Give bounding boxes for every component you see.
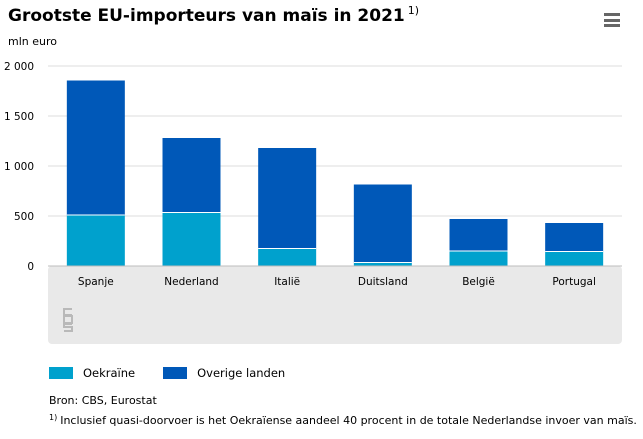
bar-overige-landen-4 [449, 219, 508, 251]
footnote: 1) Inclusief quasi-doorvoer is het Oekraï… [49, 413, 637, 427]
bar-overige-landen-0 [66, 80, 125, 215]
bar-oekraine-1 [162, 212, 221, 266]
y-unit-label: mln euro [8, 35, 57, 48]
y-tick-label: 1 500 [4, 111, 34, 123]
legend-item-overige-landen[interactable]: Overige landen [163, 366, 285, 380]
legend-swatch-overige-landen [163, 367, 188, 379]
footnote-text: Inclusief quasi-doorvoer is het Oekraïen… [60, 414, 637, 427]
legend-label-oekraine: Oekraïne [83, 366, 136, 380]
chart-title: Grootste EU-importeurs van maïs in 2021 1… [8, 4, 419, 26]
bar-overige-landen-3 [353, 184, 412, 263]
x-tick-label: Duitsland [358, 276, 408, 288]
chart-legend: Oekraïne Overige landen [49, 366, 313, 380]
category-panel [48, 266, 622, 344]
bar-oekraine-0 [66, 215, 125, 266]
footnote-marker: 1) [49, 413, 58, 422]
bar-oekraine-2 [258, 248, 317, 266]
y-tick-label: 500 [14, 211, 34, 223]
y-tick-label: 1 000 [4, 161, 34, 173]
title-footnote-marker: 1) [407, 4, 420, 17]
bar-overige-landen-1 [162, 138, 221, 213]
legend-label-overige-landen: Overige landen [197, 366, 286, 380]
bar-oekraine-5 [545, 251, 604, 266]
source-note: Bron: CBS, Eurostat [49, 394, 157, 407]
stacked-bar-chart: 0 500 1 000 1 500 2 000 Spanje Nederland Italië… [4, 61, 622, 344]
x-tick-label: Nederland [164, 276, 218, 288]
legend-item-oekraine[interactable]: Oekraïne [49, 366, 135, 380]
x-tick-label: Portugal [552, 276, 596, 288]
bar-overige-landen-2 [258, 148, 317, 249]
hamburger-menu-icon[interactable] [604, 13, 620, 27]
y-tick-label: 0 [27, 261, 34, 273]
x-tick-label: België [462, 276, 495, 288]
bar-oekraine-4 [449, 251, 508, 266]
bar-overige-landen-5 [545, 223, 604, 252]
bar-oekraine-3 [353, 262, 412, 266]
y-tick-label: 2 000 [4, 61, 34, 73]
x-tick-label: Italië [274, 276, 300, 288]
chart-title-text: Grootste EU-importeurs van maïs in 2021 [8, 6, 405, 26]
x-tick-label: Spanje [78, 276, 114, 288]
cbs-logo [63, 308, 73, 332]
legend-swatch-oekraine [49, 367, 73, 379]
